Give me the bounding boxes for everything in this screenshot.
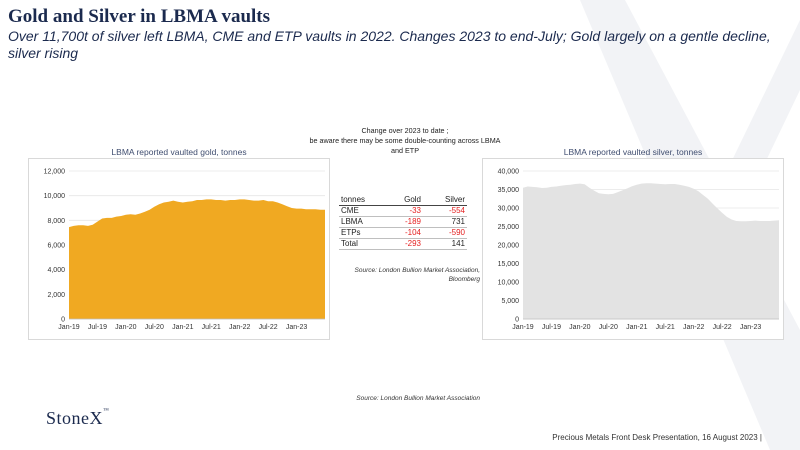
change-note-line1: Change over 2023 to date ; bbox=[361, 126, 449, 135]
change-table-header: tonnes Gold Silver bbox=[339, 194, 467, 206]
silver-y-tick-label: 10,000 bbox=[498, 280, 520, 287]
gold-x-tick-label: Jul-19 bbox=[88, 324, 107, 331]
gold-x-tick-label: Jul-21 bbox=[202, 324, 221, 331]
gold-x-tick-label: Jan-22 bbox=[229, 324, 251, 331]
gold-x-tick-label: Jan-23 bbox=[286, 324, 308, 331]
gold-y-tick-label: 0 bbox=[61, 317, 65, 324]
silver-y-tick-label: 35,000 bbox=[498, 187, 520, 194]
silver-change: -554 bbox=[423, 205, 467, 217]
silver-area-chart: 0 5,000 10,000 15,000 20,000 25,000 30,000 35,0… bbox=[498, 169, 779, 331]
silver-x-tick-label: Jan-20 bbox=[569, 324, 591, 331]
silver-x-tick-label: Jul-22 bbox=[713, 324, 732, 331]
silver-y-tick-label: 15,000 bbox=[498, 261, 520, 268]
silver-x-tick-label: Jan-19 bbox=[512, 324, 534, 331]
stonex-logo: StoneX™ bbox=[46, 408, 109, 429]
header-silver: Silver bbox=[423, 194, 467, 206]
silver-change: 141 bbox=[423, 238, 467, 250]
gold-y-tick-label: 12,000 bbox=[44, 169, 66, 176]
logo-trademark: ™ bbox=[103, 408, 110, 414]
silver-y-tick-label: 20,000 bbox=[498, 243, 520, 250]
header-tonnes: tonnes bbox=[339, 194, 379, 206]
gold-x-tick-label: Jul-20 bbox=[145, 324, 164, 331]
gold-chart-panel: LBMA reported vaulted gold, tonnes 0 2,00… bbox=[28, 147, 330, 340]
silver-x-tick-label: Jul-19 bbox=[542, 324, 561, 331]
gold-change: -104 bbox=[379, 227, 423, 239]
gold-y-tick-label: 10,000 bbox=[44, 193, 66, 200]
silver-chart-panel: LBMA reported vaulted silver, tonnes 0 5,… bbox=[482, 147, 784, 340]
row-label: CME bbox=[339, 205, 379, 217]
table-source: Source: London Bullion Market Associatio… bbox=[310, 267, 481, 284]
table-row: ETPs -104 -590 bbox=[339, 227, 467, 239]
silver-x-tick-label: Jan-23 bbox=[740, 324, 762, 331]
gold-y-tick-label: 4,000 bbox=[47, 267, 65, 274]
silver-change: -590 bbox=[423, 227, 467, 239]
gold-chart-title: LBMA reported vaulted gold, tonnes bbox=[111, 147, 247, 157]
footer-text: Precious Metals Front Desk Presentation,… bbox=[552, 433, 762, 442]
gold-x-tick-label: Jul-22 bbox=[259, 324, 278, 331]
table-source-line1: Source: London Bullion Market Associatio… bbox=[354, 267, 481, 274]
logo-text: StoneX bbox=[46, 408, 103, 428]
gold-area-chart: 0 2,000 4,000 6,000 8,000 10,000 12,000 Jan-19 J… bbox=[44, 169, 325, 331]
silver-x-tick-label: Jul-20 bbox=[599, 324, 618, 331]
table-source-line2: Bloomberg bbox=[448, 275, 480, 283]
silver-x-tick-label: Jan-21 bbox=[626, 324, 648, 331]
silver-chart-title: LBMA reported vaulted silver, tonnes bbox=[563, 147, 703, 157]
change-note: Change over 2023 to date ; be aware ther… bbox=[290, 126, 520, 156]
silver-y-tick-label: 0 bbox=[515, 317, 519, 324]
page-title: Gold and Silver in LBMA vaults bbox=[8, 6, 271, 27]
change-note-line3: and ETP bbox=[391, 146, 419, 155]
table-row: CME -33 -554 bbox=[339, 205, 467, 217]
silver-y-tick-label: 5,000 bbox=[501, 298, 519, 305]
row-label: Total bbox=[339, 238, 379, 250]
gold-x-tick-label: Jan-19 bbox=[58, 324, 80, 331]
change-note-line2: be aware there may be some double-counti… bbox=[309, 136, 501, 145]
row-label: ETPs bbox=[339, 227, 379, 239]
silver-y-tick-label: 40,000 bbox=[498, 169, 520, 176]
charts-source: Source: London Bullion Market Associatio… bbox=[356, 395, 480, 402]
silver-change: 731 bbox=[423, 216, 467, 228]
silver-y-tick-label: 25,000 bbox=[498, 224, 520, 231]
header-gold: Gold bbox=[379, 194, 423, 206]
silver-area-series bbox=[523, 183, 779, 319]
gold-y-tick-label: 2,000 bbox=[47, 292, 65, 299]
table-row: LBMA -189 731 bbox=[339, 216, 467, 228]
silver-x-tick-label: Jan-22 bbox=[683, 324, 705, 331]
gold-area-series bbox=[69, 199, 325, 319]
gold-change: -33 bbox=[379, 205, 423, 217]
gold-y-tick-label: 6,000 bbox=[47, 243, 65, 250]
gold-x-tick-label: Jan-20 bbox=[115, 324, 137, 331]
silver-y-tick-label: 30,000 bbox=[498, 206, 520, 213]
row-label: LBMA bbox=[339, 216, 379, 228]
silver-x-tick-label: Jul-21 bbox=[656, 324, 675, 331]
gold-x-tick-label: Jan-21 bbox=[172, 324, 194, 331]
gold-y-tick-label: 8,000 bbox=[47, 218, 65, 225]
gold-change: -189 bbox=[379, 216, 423, 228]
gold-change: -293 bbox=[379, 238, 423, 250]
change-table: tonnes Gold Silver CME -33 -554 LBMA -18… bbox=[339, 194, 467, 250]
table-row: Total -293 141 bbox=[339, 238, 467, 250]
page-subtitle: Over 11,700t of silver left LBMA, CME an… bbox=[8, 28, 771, 61]
